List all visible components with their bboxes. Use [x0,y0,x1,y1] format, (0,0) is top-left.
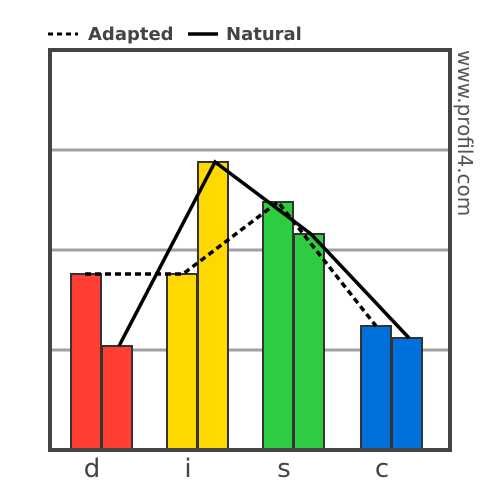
x-tick-d: d [84,454,101,484]
x-tick-c: c [375,454,389,484]
bars-group [70,161,423,451]
line-natural [117,159,411,347]
bar-s-adapted [262,201,294,451]
x-tick-i: i [184,454,191,484]
bar-i-adapted [166,273,198,451]
plot-frame [48,48,452,452]
bar-c-natural [391,337,423,451]
line-adapted [85,199,378,328]
bar-d-natural [101,345,133,451]
legend-natural-label: Natural [226,24,302,45]
lines-group [85,159,411,347]
bar-d-adapted [70,273,102,451]
x-tick-s: s [277,454,291,484]
bar-i-natural [197,161,229,451]
watermark-text: www.profil4.com [453,50,477,216]
legend: Adapted Natural [48,24,302,45]
legend-adapted-label: Adapted [88,24,174,45]
bar-s-natural [293,233,325,451]
bar-c-adapted [360,325,392,451]
